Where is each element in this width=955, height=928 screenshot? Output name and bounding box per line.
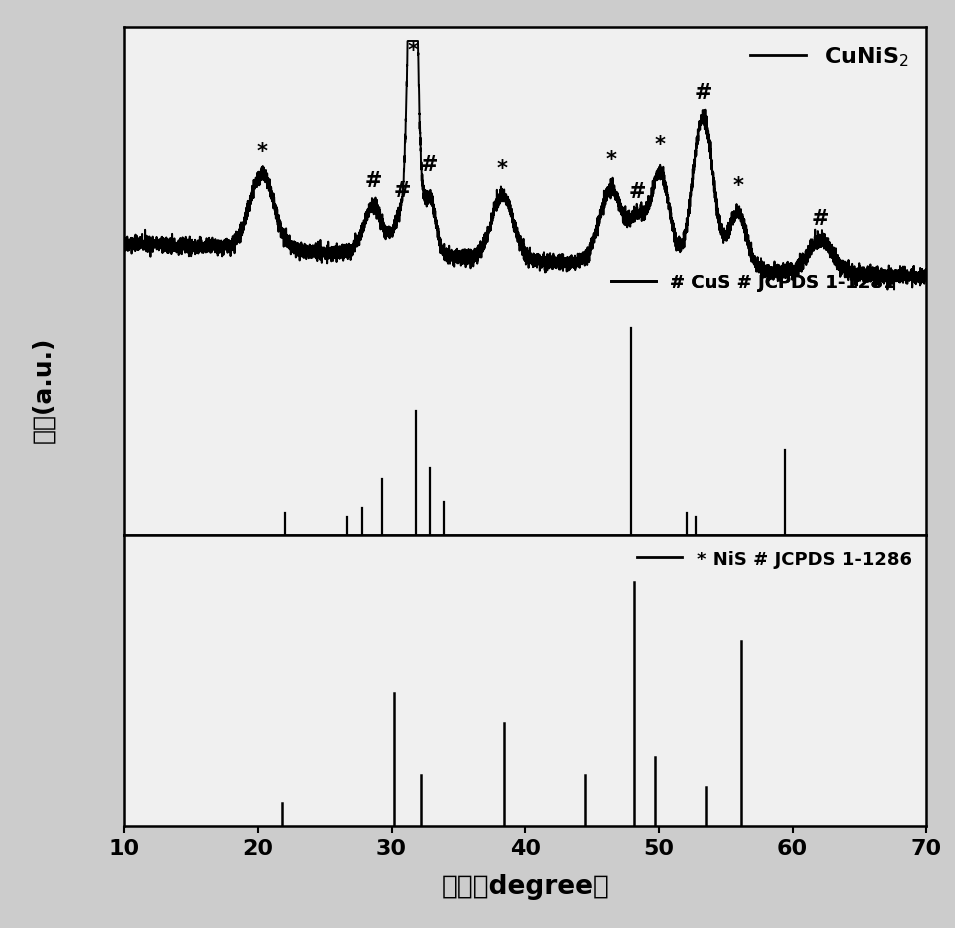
Text: *: * [605,150,616,170]
Text: *: * [256,142,267,162]
Text: #: # [812,209,829,228]
Text: #: # [393,181,411,200]
Text: *: * [408,41,418,60]
Legend: * NiS # JCPDS 1-1286: * NiS # JCPDS 1-1286 [632,545,918,574]
Text: #: # [364,171,381,191]
Text: *: * [732,176,743,196]
Text: #: # [420,155,437,174]
Text: 角度（degree）: 角度（degree） [441,873,609,899]
Text: *: * [497,159,508,178]
Text: #: # [694,83,711,102]
Text: *: * [655,135,666,155]
Text: 强度(a.u.): 强度(a.u.) [31,337,55,443]
Text: #: # [629,182,647,201]
Legend: # CuS # JCPDS 1-1281: # CuS # JCPDS 1-1281 [589,252,918,314]
